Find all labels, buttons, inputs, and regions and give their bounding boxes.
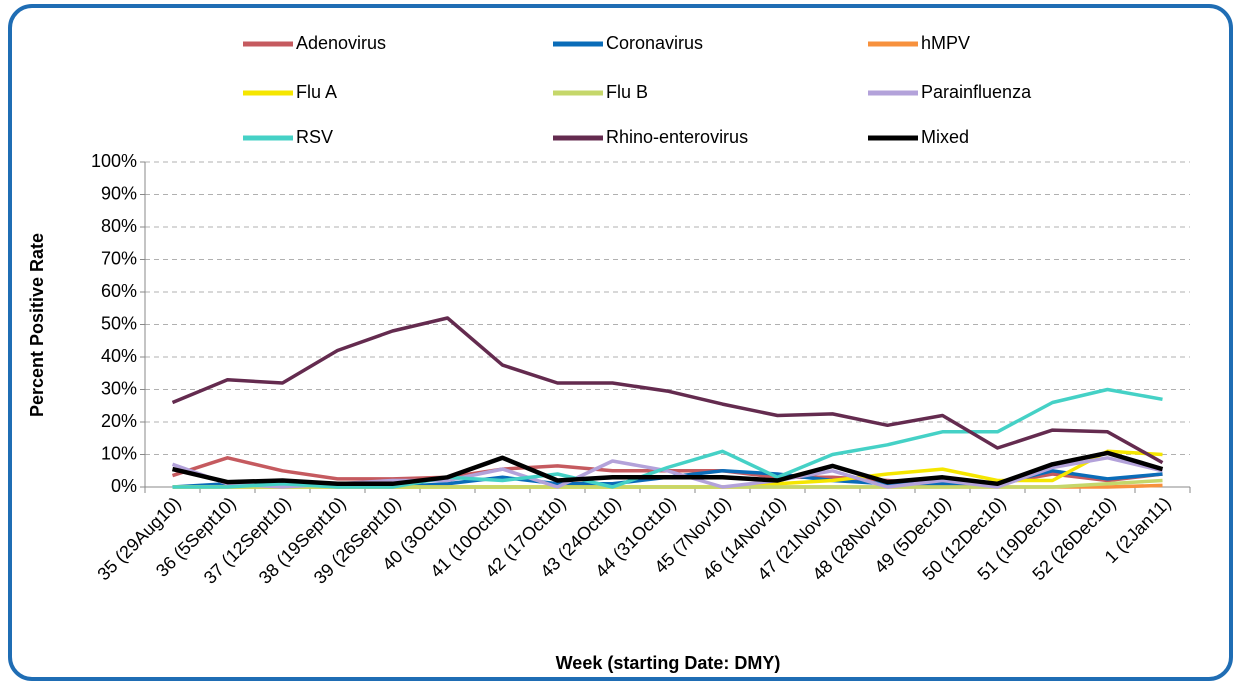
y-tick-label: 30% <box>101 378 137 398</box>
y-tick-label: 50% <box>101 313 137 333</box>
x-axis-title: Week (starting Date: DMY) <box>556 653 781 673</box>
legend-label: Coronavirus <box>606 33 703 53</box>
legend-label: Flu B <box>606 82 648 102</box>
y-axis-title: Percent Positive Rate <box>27 233 47 417</box>
series-line <box>172 387 1163 489</box>
frame <box>8 4 1233 681</box>
legend-label: Flu A <box>296 82 337 102</box>
y-tick-label: 10% <box>101 443 137 463</box>
legend-label: Rhino-enterovirus <box>606 127 748 147</box>
legend-label: Adenovirus <box>296 33 386 53</box>
y-tick-label: 60% <box>101 281 137 301</box>
series-line <box>171 316 1164 465</box>
legend-label: Parainfluenza <box>921 82 1032 102</box>
legend-label: RSV <box>296 127 333 147</box>
y-tick-label: 20% <box>101 411 137 431</box>
legend-label: hMPV <box>921 33 970 53</box>
series-line <box>171 450 1164 487</box>
y-tick-label: 90% <box>101 183 137 203</box>
y-tick-label: 0% <box>111 476 137 496</box>
y-tick-label: 70% <box>101 248 137 268</box>
y-tick-label: 100% <box>91 151 137 171</box>
y-tick-label: 40% <box>101 346 137 366</box>
y-tick-label: 80% <box>101 216 137 236</box>
legend-label: Mixed <box>921 127 969 147</box>
